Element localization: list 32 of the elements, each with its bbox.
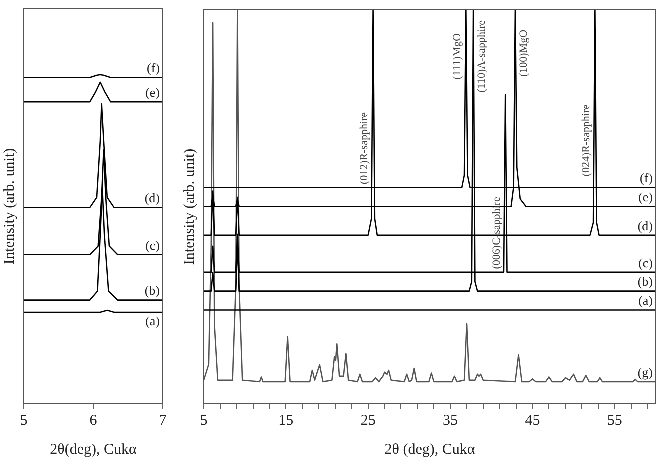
- annotation: (111)MgO: [452, 33, 464, 80]
- x-tick-label: 5: [20, 412, 28, 429]
- series-label: (c): [146, 238, 160, 253]
- series-label: (b): [144, 283, 160, 298]
- annotation: (024)R-sapphire: [580, 104, 593, 177]
- series-label: (d): [144, 190, 160, 206]
- annotation: (012)R-sapphire: [358, 112, 371, 185]
- x-tick-label: 55: [607, 412, 622, 429]
- series-label: (d): [638, 218, 653, 234]
- x-axis-title: 2θ (deg), Cukα: [384, 442, 476, 458]
- series-label: (b): [638, 274, 653, 290]
- x-tick-label: 5: [200, 412, 208, 429]
- series-label: (g): [638, 364, 653, 380]
- x-axis-title: 2θ(deg), Cukα: [50, 442, 137, 458]
- series-label: (e): [146, 85, 160, 100]
- series-label: (c): [638, 255, 653, 270]
- x-tick-label: 45: [525, 412, 540, 429]
- annotation: (006)C-sapphire: [491, 197, 503, 270]
- series-label: (a): [146, 313, 160, 328]
- x-tick-label: 6: [90, 412, 98, 429]
- series-label: (f): [640, 170, 653, 186]
- annotation: (110)A-sapphire: [476, 20, 488, 93]
- y-axis-title: Intensity (arb. unit): [182, 148, 198, 266]
- series-label: (e): [638, 190, 653, 205]
- x-tick-label: 35: [443, 412, 458, 429]
- series-label: (a): [638, 293, 653, 308]
- x-tick-label: 7: [159, 412, 168, 429]
- y-axis-title: Intensity (arb. unit): [2, 148, 18, 265]
- x-tick-label: 25: [360, 412, 376, 429]
- annotation: (100)MgO: [518, 30, 530, 77]
- series-label: (f): [147, 60, 160, 76]
- x-tick-label: 15: [278, 412, 294, 429]
